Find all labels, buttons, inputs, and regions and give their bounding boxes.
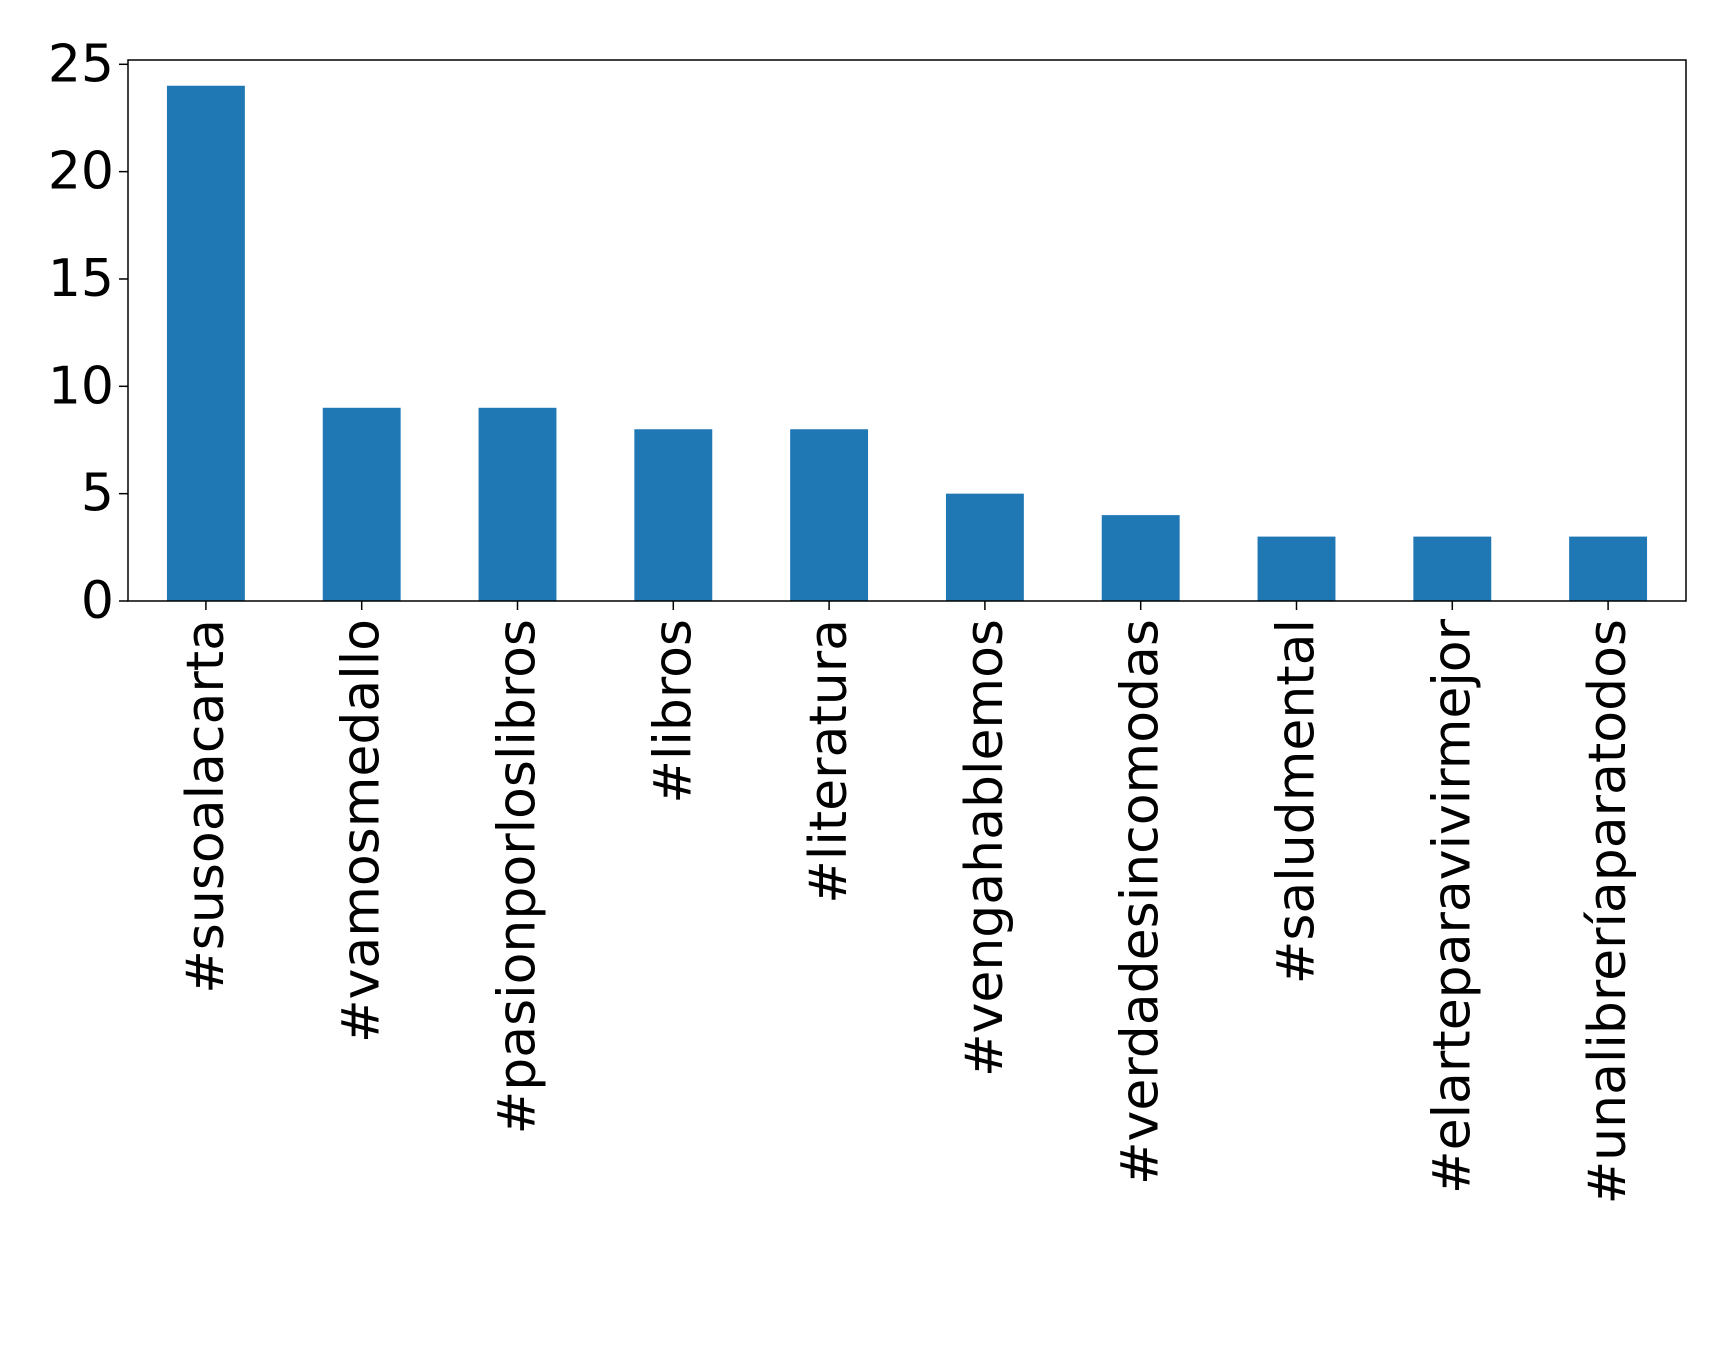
bar-3 (634, 429, 713, 601)
y-tick-label: 15 (48, 249, 114, 309)
y-tick-label: 0 (81, 571, 114, 631)
bar-2 (478, 407, 557, 601)
x-tick-label: #unalibreríaparatodos (1578, 619, 1638, 1204)
y-tick-label: 10 (48, 356, 114, 416)
x-tick-label: #libros (643, 619, 703, 804)
bar-9 (1569, 536, 1648, 601)
plot-frame (127, 59, 1687, 602)
bars-layer (166, 85, 1648, 601)
x-tick-label: #vamosmedallo (332, 619, 392, 1043)
x-tick-label: #vengahablemos (955, 619, 1015, 1077)
bar-6 (1101, 515, 1180, 601)
y-axis: 0 5 10 15 20 25 (48, 34, 128, 631)
bar-5 (945, 493, 1024, 601)
bar-1 (322, 407, 401, 601)
bar-7 (1257, 536, 1336, 601)
y-tick-label: 20 (48, 142, 114, 202)
x-tick-label: #verdadesincomodas (1111, 619, 1171, 1185)
x-axis: #susoalacarta #vamosmedallo #pasionporlosl… (176, 601, 1638, 1204)
bar-8 (1413, 536, 1492, 601)
x-tick-label: #literatura (799, 619, 859, 904)
y-tick-label: 5 (81, 464, 114, 524)
x-tick-label: #saludmental (1267, 619, 1327, 984)
x-tick-label: #pasionporloslibros (488, 619, 548, 1134)
y-tick-label: 25 (48, 34, 114, 94)
x-tick-label: #susoalacarta (176, 619, 236, 994)
bar-0 (166, 85, 245, 601)
bar-4 (790, 429, 869, 601)
x-tick-label: #elarteparavivirmejor (1422, 618, 1482, 1194)
